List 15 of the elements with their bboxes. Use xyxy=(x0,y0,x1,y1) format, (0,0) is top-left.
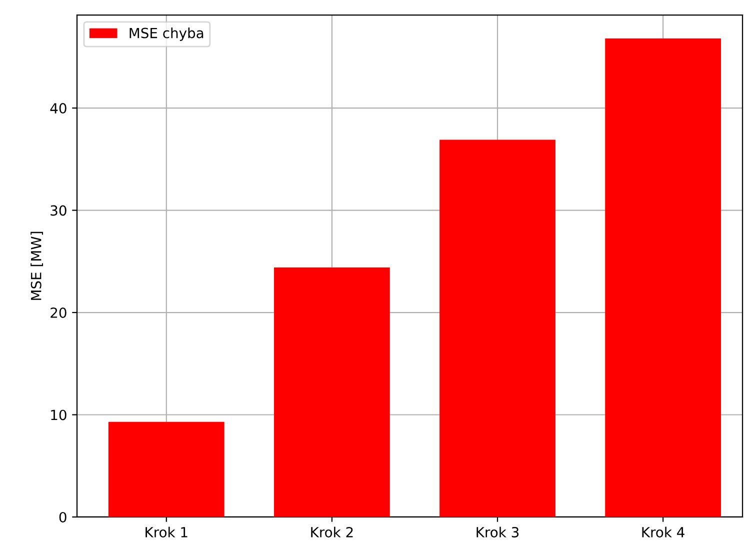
y-tick-label: 10 xyxy=(51,410,66,420)
legend-label: MSE chyba xyxy=(130,28,204,41)
x-tick-label: Krok 2 xyxy=(311,526,353,538)
x-tick-label: Krok 4 xyxy=(642,526,684,538)
bar xyxy=(274,268,390,517)
y-axis-title: MSE [MW] xyxy=(30,232,43,300)
y-tick-label: 20 xyxy=(50,307,66,318)
x-tick-label: Krok 3 xyxy=(476,526,519,538)
x-tick-label: Krok 1 xyxy=(146,526,188,538)
bar xyxy=(108,422,224,517)
bar xyxy=(440,140,556,517)
y-tick-label: 0 xyxy=(59,512,66,522)
y-tick-label: 40 xyxy=(50,103,66,114)
bar xyxy=(605,38,721,517)
y-tick-label: 30 xyxy=(50,205,66,216)
